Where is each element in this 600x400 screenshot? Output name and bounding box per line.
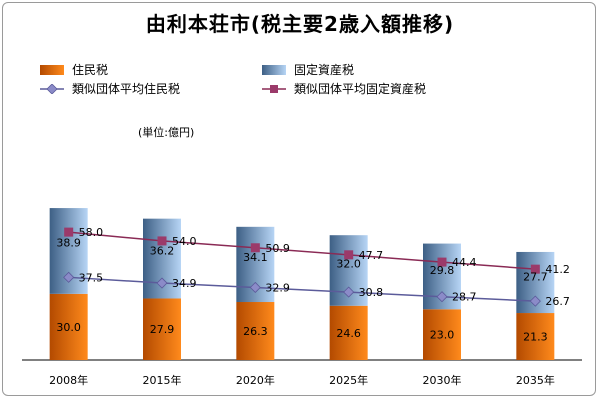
point-avg-resident-tax bbox=[343, 286, 355, 298]
data-label-avg-resident-tax: 26.7 bbox=[545, 295, 570, 308]
x-tick-label: 2035年 bbox=[516, 373, 555, 387]
legend-swatch-resident-tax bbox=[40, 64, 64, 75]
data-label-property-tax: 29.8 bbox=[430, 264, 455, 277]
legend-marker-avg-property-tax bbox=[262, 84, 286, 93]
data-label-avg-resident-tax: 28.7 bbox=[452, 291, 477, 304]
data-label-property-tax: 38.9 bbox=[56, 236, 81, 249]
data-label-resident-tax: 30.0 bbox=[56, 321, 81, 334]
data-label-resident-tax: 21.3 bbox=[523, 331, 548, 344]
data-label-avg-property-tax: 50.9 bbox=[265, 242, 290, 255]
legend-label-avg-property-tax: 類似団体平均固定資産税 bbox=[294, 82, 427, 96]
data-label-resident-tax: 24.6 bbox=[336, 327, 361, 340]
point-avg-property-tax bbox=[437, 257, 447, 267]
legend-item-avg-property-tax: 類似団体平均固定資産税 bbox=[262, 80, 426, 97]
data-label-avg-property-tax: 47.7 bbox=[359, 249, 384, 262]
data-label-resident-tax: 27.9 bbox=[150, 323, 175, 336]
legend-item-resident-tax: 住民税 bbox=[40, 61, 108, 78]
legend-label-avg-resident-tax: 類似団体平均住民税 bbox=[72, 82, 181, 96]
x-tick-label: 2015年 bbox=[143, 373, 182, 387]
data-label-property-tax: 32.0 bbox=[336, 257, 361, 270]
line-avg-resident-tax bbox=[68, 276, 536, 302]
x-tick-label: 2030年 bbox=[423, 373, 462, 387]
data-label-avg-property-tax: 58.0 bbox=[79, 226, 104, 239]
line-avg-property-tax bbox=[68, 231, 536, 270]
data-label-property-tax: 34.1 bbox=[243, 251, 268, 264]
legend-label-resident-tax: 住民税 bbox=[72, 63, 109, 77]
chart-frame bbox=[2, 2, 596, 396]
legend-label-property-tax: 固定資産税 bbox=[294, 63, 355, 77]
x-tick-label: 2008年 bbox=[49, 373, 88, 387]
data-label-avg-resident-tax: 30.8 bbox=[359, 286, 384, 299]
x-tick-label: 2025年 bbox=[329, 373, 368, 387]
data-label-property-tax: 27.7 bbox=[523, 270, 548, 283]
point-avg-property-tax bbox=[64, 227, 74, 237]
unit-label: (単位:億円) bbox=[138, 126, 195, 139]
point-avg-property-tax bbox=[530, 264, 540, 274]
legend-marker-avg-resident-tax bbox=[40, 83, 64, 94]
data-label-avg-property-tax: 41.2 bbox=[545, 263, 570, 276]
point-avg-resident-tax bbox=[63, 271, 75, 283]
bar-resident-tax bbox=[329, 305, 368, 360]
point-avg-property-tax bbox=[250, 243, 260, 253]
bar-resident-tax bbox=[423, 309, 461, 360]
point-avg-property-tax bbox=[157, 236, 167, 246]
data-label-avg-resident-tax: 34.9 bbox=[172, 277, 197, 290]
bar-resident-tax bbox=[143, 298, 181, 360]
point-avg-resident-tax bbox=[249, 281, 261, 294]
point-avg-resident-tax bbox=[529, 295, 541, 307]
bar-resident-tax bbox=[236, 302, 275, 360]
point-avg-property-tax bbox=[344, 250, 354, 260]
data-label-avg-property-tax: 44.4 bbox=[452, 256, 477, 269]
bar-resident-tax bbox=[516, 313, 555, 360]
legend-swatch-property-tax bbox=[262, 64, 286, 75]
data-label-property-tax: 36.2 bbox=[150, 245, 175, 258]
data-label-avg-property-tax: 54.0 bbox=[172, 235, 197, 248]
data-label-avg-resident-tax: 37.5 bbox=[79, 271, 104, 284]
data-label-avg-resident-tax: 32.9 bbox=[265, 281, 290, 294]
point-avg-resident-tax bbox=[156, 277, 168, 289]
data-label-resident-tax: 26.3 bbox=[243, 325, 268, 338]
point-avg-resident-tax bbox=[436, 291, 448, 303]
x-tick-label: 2020年 bbox=[236, 373, 275, 387]
chart-title: 由利本荘市(税主要2歳入額推移) bbox=[145, 12, 455, 36]
legend-item-property-tax: 固定資産税 bbox=[262, 61, 354, 78]
bar-resident-tax bbox=[49, 293, 88, 360]
data-label-resident-tax: 23.0 bbox=[430, 329, 455, 342]
legend-item-avg-resident-tax: 類似団体平均住民税 bbox=[40, 80, 180, 97]
